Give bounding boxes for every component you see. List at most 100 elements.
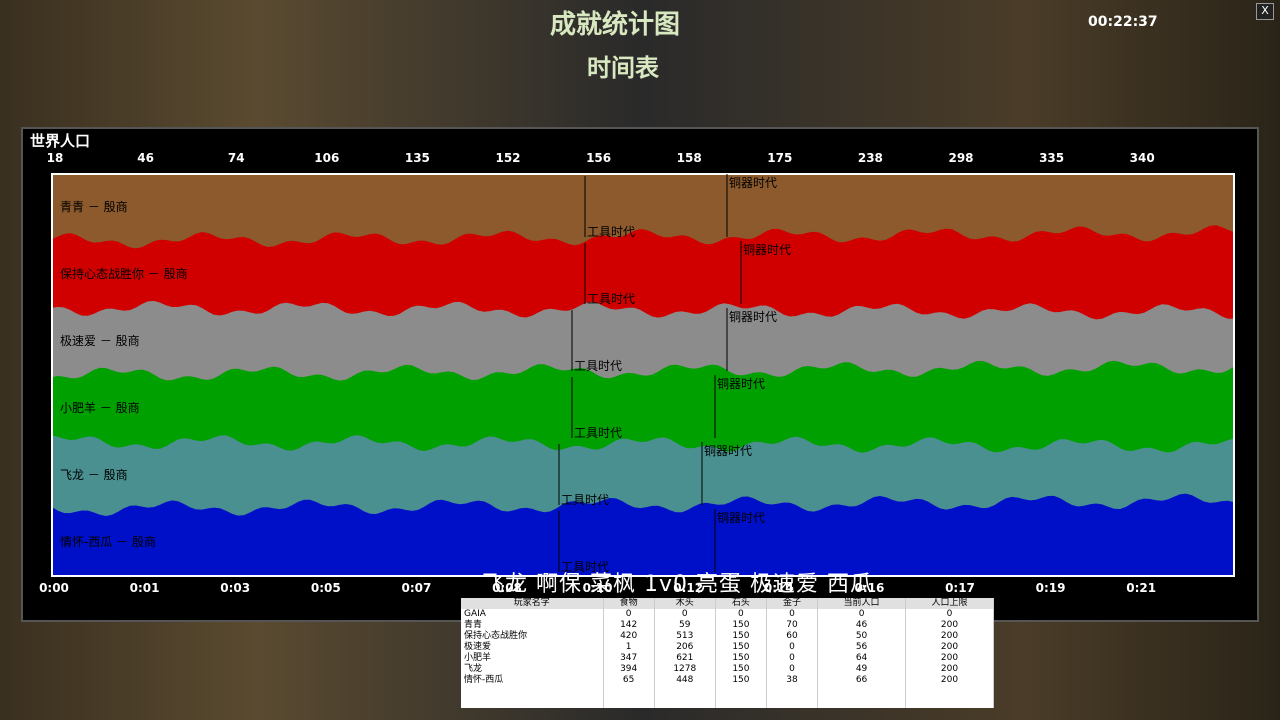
table-cell: 0 [603, 609, 655, 620]
population-label: 74 [228, 151, 245, 165]
panel-label: 世界人口 [30, 132, 90, 150]
age-label: 工具时代 [587, 225, 635, 239]
table-cell: 0 [766, 642, 819, 653]
age-label: 工具时代 [561, 493, 609, 507]
population-label: 18 [47, 151, 64, 165]
table-cell: 青青 [461, 620, 604, 631]
table-cell: 142 [603, 620, 655, 631]
population-label: 46 [137, 151, 154, 165]
table-cell: 200 [905, 642, 994, 653]
table-cell: 46 [817, 620, 907, 631]
table-cell: 保持心态战胜你 [461, 631, 604, 642]
table-cell: 448 [654, 675, 716, 686]
table-cell [817, 697, 907, 708]
table-cell [905, 697, 994, 708]
table-cell [654, 697, 716, 708]
time-label: 0:21 [1126, 581, 1156, 595]
table-header: 金子 [766, 598, 819, 609]
table-cell: 347 [603, 653, 655, 664]
subtitle: 时间表 [587, 54, 659, 82]
population-label: 175 [767, 151, 792, 165]
table-cell: 65 [603, 675, 655, 686]
population-label: 238 [858, 151, 883, 165]
table-cell [905, 686, 994, 697]
table-header: 食物 [603, 598, 655, 609]
population-band [52, 493, 1234, 576]
table-header: 人口上限 [905, 598, 994, 609]
table-cell: 飞龙 [461, 664, 604, 675]
table-cell: 150 [715, 631, 767, 642]
population-label: 340 [1130, 151, 1155, 165]
table-cell: 0 [766, 609, 819, 620]
table-cell: GAIA [461, 609, 604, 620]
table-header: 木头 [654, 598, 716, 609]
table-cell: 0 [766, 664, 819, 675]
age-label: 工具时代 [561, 560, 609, 574]
time-label: 0:17 [945, 581, 975, 595]
title: 成就统计图 [550, 10, 681, 40]
table-cell: 情怀-西瓜 [461, 675, 604, 686]
overlay-text: 飞龙 啊保 菜枫 1v0 亮蛋 极速爱 西瓜 [482, 572, 873, 597]
table-cell: 420 [603, 631, 655, 642]
table-cell: 513 [654, 631, 716, 642]
table-cell: 1278 [654, 664, 716, 675]
table-cell: 0 [654, 609, 716, 620]
table-cell: 49 [817, 664, 907, 675]
table-cell: 66 [817, 675, 907, 686]
age-label: 工具时代 [574, 426, 622, 440]
table-cell [715, 697, 767, 708]
stats-table: 玩家名字 食物 木头 石头 金子 当前人口 人口上限 GAIA 0 0 0 0 0 0 青青 142 59 150… [461, 598, 994, 708]
time-label: 0:10 [583, 581, 613, 595]
time-label: 0:01 [130, 581, 160, 595]
table-cell: 70 [766, 620, 819, 631]
table-cell: 150 [715, 642, 767, 653]
table-cell: 206 [654, 642, 716, 653]
table-cell: 极速爱 [461, 642, 604, 653]
table-cell [603, 686, 655, 697]
table-cell: 0 [766, 653, 819, 664]
population-label: 298 [948, 151, 973, 165]
band-label: 情怀-西瓜 － 殷商 [60, 534, 156, 549]
age-label: 铜器时代 [717, 376, 765, 391]
time-label: 0:03 [220, 581, 250, 595]
age-label: 铜器时代 [717, 510, 765, 525]
time-label: 0:19 [1036, 581, 1066, 595]
table-cell [817, 686, 907, 697]
table-cell: 150 [715, 653, 767, 664]
table-header: 玩家名字 [461, 598, 604, 609]
table-cell [766, 686, 819, 697]
table-cell [654, 686, 716, 697]
table-cell: 200 [905, 620, 994, 631]
table-header: 石头 [715, 598, 767, 609]
table-cell: 56 [817, 642, 907, 653]
table-cell: 200 [905, 664, 994, 675]
age-label: 铜器时代 [743, 242, 791, 257]
band-label: 极速爱 － 殷商 [60, 333, 140, 348]
population-label: 135 [405, 151, 430, 165]
population-label: 158 [677, 151, 702, 165]
close-button[interactable]: X [1256, 3, 1274, 20]
table-cell: 150 [715, 664, 767, 675]
table-cell [461, 686, 604, 697]
age-label: 铜器时代 [704, 443, 752, 458]
age-label: 铜器时代 [729, 175, 777, 190]
population-label: 106 [314, 151, 339, 165]
table-cell [715, 686, 767, 697]
table-cell: 200 [905, 631, 994, 642]
time-label: 0:14 [764, 581, 794, 595]
table-cell: 200 [905, 675, 994, 686]
table-cell [766, 697, 819, 708]
band-label: 青青 － 殷商 [60, 199, 128, 214]
table-cell: 621 [654, 653, 716, 664]
table-cell: 1 [603, 642, 655, 653]
age-label: 铜器时代 [729, 309, 777, 324]
timer: 00:22:37 [1088, 14, 1158, 30]
band-label: 保持心态战胜你 － 殷商 [60, 266, 188, 281]
population-label: 152 [495, 151, 520, 165]
table-cell: 200 [905, 653, 994, 664]
table-cell: 60 [766, 631, 819, 642]
age-label: 工具时代 [587, 292, 635, 306]
table-cell: 0 [817, 609, 907, 620]
